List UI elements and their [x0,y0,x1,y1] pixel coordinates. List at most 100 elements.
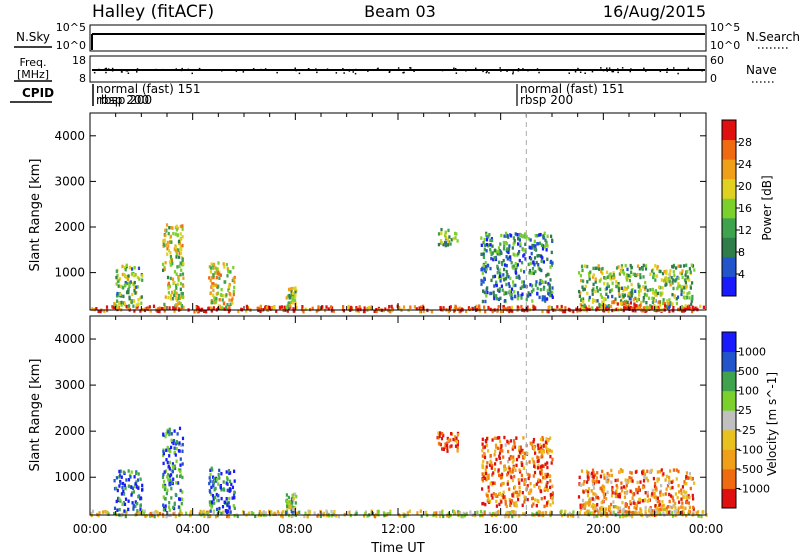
velocity-cell [680,491,683,496]
velocity-cell [208,489,211,493]
velocity-cell [164,497,167,501]
power-cell [441,241,444,245]
velocity-cell [689,476,692,480]
power-cell [477,307,481,311]
velocity-cell [280,514,283,518]
velocity-cell [515,463,518,468]
power-cell [219,304,222,309]
velocity-cell [158,512,162,516]
velocity-cell [591,468,595,472]
power-cell [139,309,142,313]
power-cell [543,245,546,249]
power-cell [117,284,120,288]
power-colorbar-swatch [722,276,736,297]
velocity-colorbar-swatch [722,410,736,431]
power-cell [531,299,534,303]
velocity-cell [119,473,122,477]
power-cell [620,264,623,268]
power-cell [656,267,659,271]
velocity-cell [682,495,685,499]
nsearch-label: N.Search [746,30,800,44]
nave-dot [125,69,127,72]
velocity-cell [549,485,552,490]
velocity-cell [288,500,291,504]
power-cell [163,305,167,309]
power-cell [330,309,333,313]
power-cell [496,266,499,271]
power-cell [627,292,630,296]
power-ylabel: Slant Range [km] [28,159,43,272]
velocity-cell [680,497,683,501]
velocity-cell [621,469,624,473]
velocity-cell [692,497,695,501]
power-cell [562,309,565,314]
velocity-cell [173,511,176,515]
power-cell [592,273,595,277]
velocity-cell [637,488,640,492]
power-cell [538,295,541,300]
power-cell [115,275,118,280]
velocity-cell [683,482,686,486]
velocity-cell [534,465,537,469]
power-cell [588,277,591,281]
velocity-cell [522,436,525,440]
time-axis-label: Time UT [370,541,424,554]
power-cell [499,279,502,283]
power-cell [133,266,136,270]
power-cell [127,287,130,291]
velocity-cell [618,492,621,497]
power-cell [430,309,433,313]
velocity-cell [179,469,182,473]
power-cell [229,293,232,297]
power-cell [178,296,181,301]
nave-dot [402,72,404,74]
velocity-cell [686,476,689,480]
nave-dot [574,71,577,73]
velocity-cell [483,445,486,449]
velocity-cell [382,511,386,515]
velocity-cell [627,506,630,510]
power-cell [631,306,634,310]
power-cell [490,252,493,257]
velocity-cell [585,489,588,493]
velocity-cell [170,487,173,491]
velocity-cell [549,448,552,453]
velocity-cell [278,512,281,516]
power-cell [97,309,100,313]
power-cell [215,296,218,301]
power-cell [315,309,318,313]
velocity-cell [330,509,333,514]
power-cell [321,305,324,309]
power-colorbar-swatch [722,198,736,219]
power-cell [388,309,391,313]
power-cell [691,281,694,285]
power-ytick-label-0: 1000 [54,266,85,280]
power-cell [125,304,128,309]
velocity-cell [632,493,635,497]
velocity-cell [363,514,366,518]
velocity-cell [445,443,449,448]
nsky-tick-top: 10^5 [56,21,86,34]
power-cell [455,232,458,236]
power-cell [122,286,125,290]
power-cell [181,235,184,239]
velocity-cell [487,499,490,504]
power-cell [647,296,651,300]
velocity-cell [168,460,171,465]
velocity-colorbar-label-6: -500 [738,463,763,476]
velocity-cell [226,477,229,481]
velocity-cell [408,509,411,513]
velocity-cell [222,487,225,491]
velocity-cell [181,449,184,453]
power-cell [520,268,523,273]
power-cell [665,304,668,309]
power-cell [471,307,475,311]
velocity-cell [113,506,117,510]
velocity-cell [225,497,228,501]
power-cell [541,247,545,251]
power-cell [612,300,615,304]
power-cell [458,306,461,310]
power-cell [524,248,527,252]
power-cell [538,241,542,245]
power-cell [231,301,234,305]
